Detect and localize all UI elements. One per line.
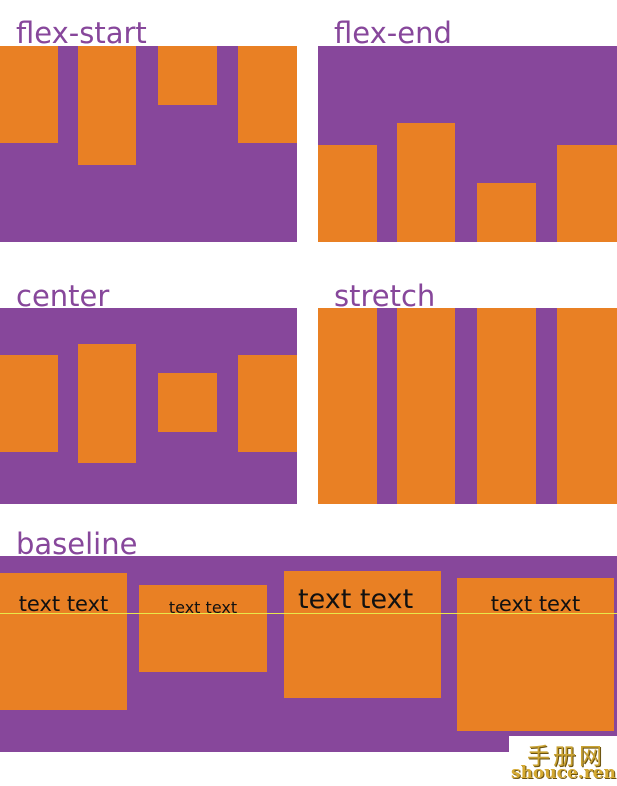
center-item-4 bbox=[238, 355, 297, 452]
baseline-item-4-text: text text bbox=[490, 592, 581, 616]
title-baseline: baseline bbox=[16, 527, 138, 561]
baseline-item-1: text text bbox=[0, 573, 127, 710]
center-item-2 bbox=[78, 344, 136, 463]
baseline-guide-line bbox=[0, 613, 617, 614]
panel-flex-start bbox=[0, 46, 297, 242]
panel-stretch bbox=[318, 308, 617, 504]
baseline-item-1-text: text text bbox=[18, 592, 109, 616]
flex-start-item-1 bbox=[0, 46, 58, 143]
watermark-background bbox=[509, 736, 617, 786]
flex-end-item-3 bbox=[477, 183, 536, 242]
flex-start-item-4 bbox=[238, 46, 297, 143]
stretch-item-4 bbox=[557, 308, 617, 504]
flex-end-item-1 bbox=[318, 145, 377, 242]
title-center: center bbox=[16, 279, 110, 313]
title-stretch: stretch bbox=[334, 279, 436, 313]
center-item-3 bbox=[158, 373, 217, 432]
baseline-item-2: text text bbox=[139, 585, 267, 672]
flex-start-item-2 bbox=[78, 46, 136, 165]
watermark-chinese-text: 手册网 bbox=[527, 744, 605, 770]
baseline-item-2-text: text text bbox=[168, 598, 238, 617]
baseline-item-4: text text bbox=[457, 578, 614, 731]
center-item-1 bbox=[0, 355, 58, 452]
title-flex-end: flex-end bbox=[334, 16, 452, 50]
stretch-item-1 bbox=[318, 308, 377, 504]
watermark-english-text: shouce.ren bbox=[511, 763, 616, 783]
stretch-item-2 bbox=[397, 308, 455, 504]
panel-center bbox=[0, 308, 297, 504]
baseline-item-3-text: text text bbox=[298, 584, 414, 615]
stretch-item-3 bbox=[477, 308, 536, 504]
flex-end-item-2 bbox=[397, 123, 455, 242]
panel-baseline: text text text text text text text text bbox=[0, 556, 617, 752]
flex-start-item-3 bbox=[158, 46, 217, 105]
title-flex-start: flex-start bbox=[16, 16, 147, 50]
flex-end-item-4 bbox=[557, 145, 617, 242]
baseline-item-3: text text bbox=[284, 571, 441, 698]
panel-flex-end bbox=[318, 46, 617, 242]
